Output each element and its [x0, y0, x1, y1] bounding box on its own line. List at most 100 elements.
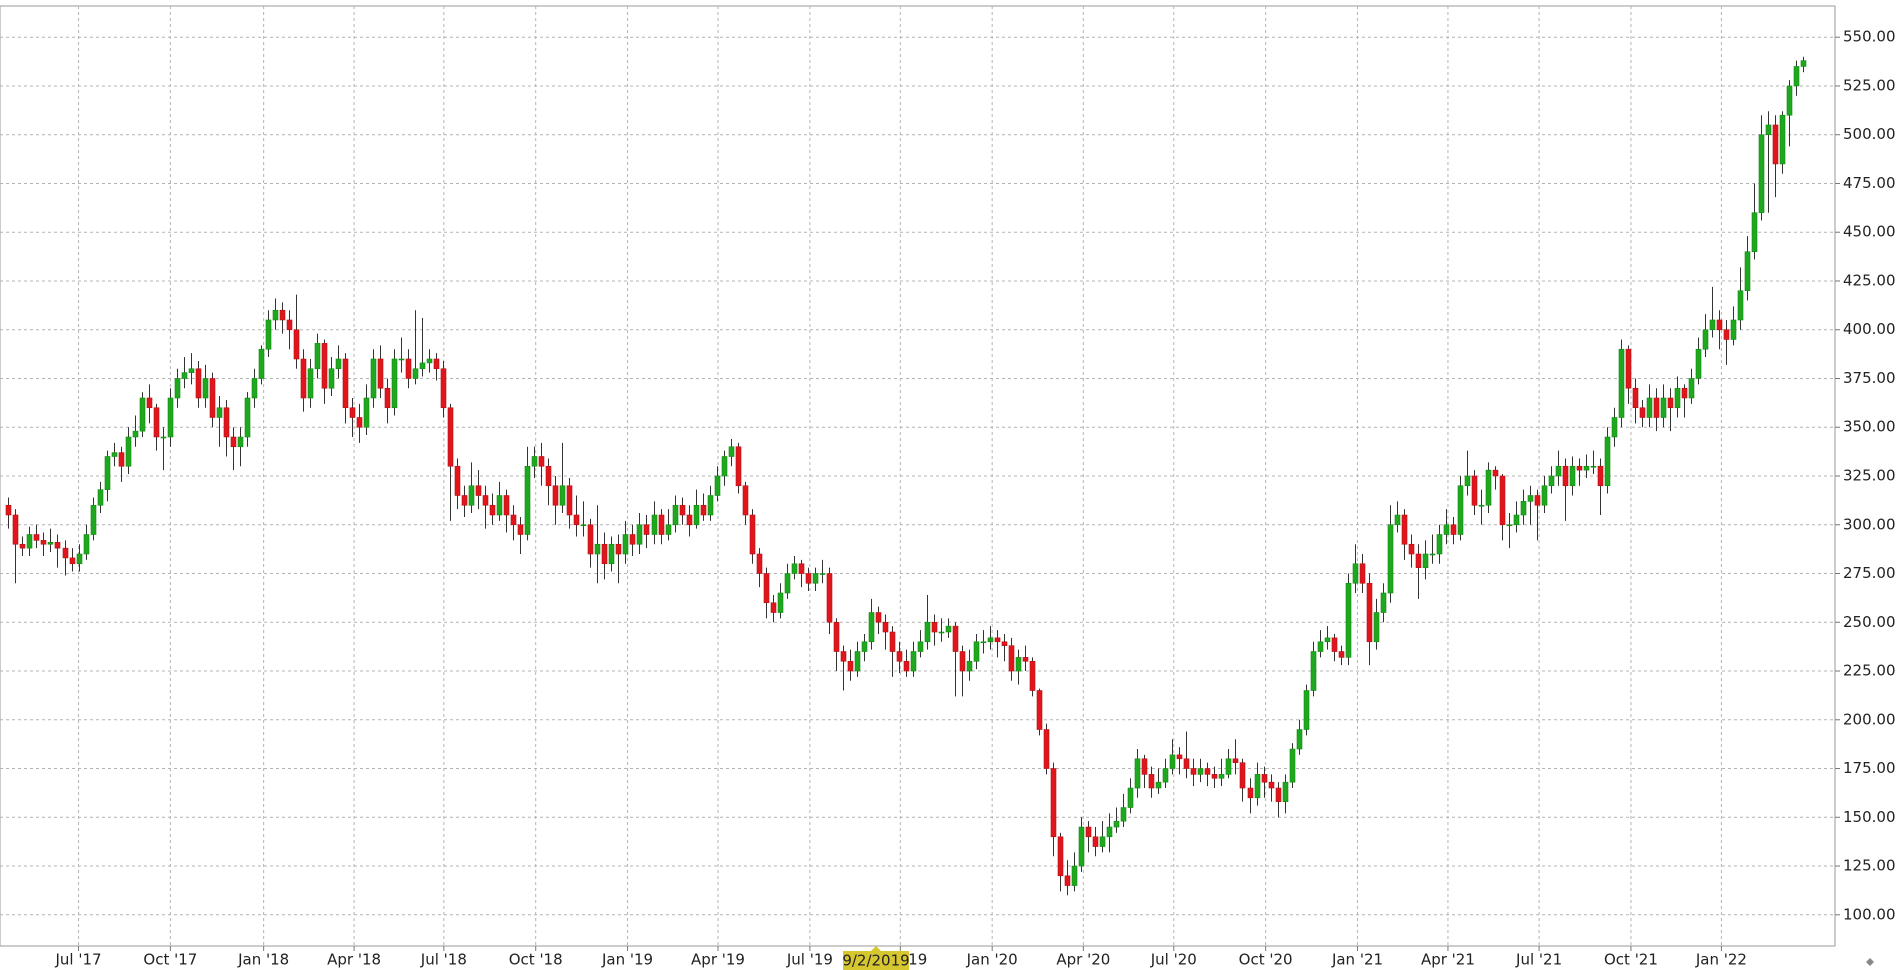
candle-body — [160, 436, 167, 439]
candle-body — [1667, 397, 1674, 409]
candle-body — [861, 641, 868, 652]
candle-body — [587, 524, 594, 555]
candle-body — [188, 368, 195, 373]
candle-body — [812, 573, 819, 584]
candle-body — [538, 456, 545, 467]
plot-area — [0, 5, 1836, 947]
candle-body — [559, 485, 566, 506]
candle-body — [805, 573, 812, 584]
candle-body — [651, 514, 658, 535]
candle-body — [749, 514, 756, 555]
y-tick-label: 250.00 — [1843, 613, 1896, 631]
y-tick-label: 425.00 — [1843, 271, 1896, 289]
candle-body — [721, 456, 728, 477]
candle-body — [1492, 469, 1499, 477]
candle-body — [1008, 645, 1015, 672]
candle-body — [419, 362, 426, 370]
candle-body — [826, 573, 833, 623]
candle-body — [244, 397, 251, 438]
candle-body — [1064, 875, 1071, 886]
candle-body — [1723, 329, 1730, 340]
candle-body — [1127, 787, 1134, 808]
candle-body — [104, 456, 111, 490]
candle-body — [272, 309, 279, 321]
candle-body — [1050, 768, 1057, 838]
candle-body — [1204, 768, 1211, 775]
candle-body — [1085, 826, 1092, 838]
candle-body — [1597, 465, 1604, 487]
candle-body — [728, 446, 735, 457]
candle-body — [629, 534, 636, 545]
candle-body — [784, 573, 791, 594]
candle-body — [454, 465, 461, 496]
candle-body — [959, 651, 966, 672]
candle-body — [468, 485, 475, 506]
candle-body — [265, 319, 272, 350]
candle-body — [286, 319, 293, 331]
candle-body — [1506, 524, 1513, 527]
y-tick-label: 100.00 — [1843, 905, 1896, 923]
candle-body — [819, 573, 826, 575]
x-tick-label: Apr '19 — [691, 951, 745, 969]
candle-body — [952, 625, 959, 652]
candle-body — [167, 397, 174, 438]
candle-body — [636, 524, 643, 545]
candle-body — [363, 397, 370, 428]
candle-body — [475, 485, 482, 496]
candle-body — [279, 309, 286, 321]
candle-body — [251, 378, 258, 399]
candle-body — [672, 504, 679, 526]
candle-body — [1373, 612, 1380, 643]
candle-body — [1758, 134, 1765, 214]
candle-body — [1422, 553, 1429, 568]
crosshair-marker — [871, 946, 881, 951]
candle-body — [482, 495, 489, 506]
x-tick-label: Jul '19 — [786, 951, 833, 969]
candle-body — [26, 534, 33, 549]
candle-body — [1695, 348, 1702, 379]
candle-body — [111, 452, 118, 457]
y-tick-label: 225.00 — [1843, 662, 1896, 680]
candle-body — [1345, 582, 1352, 658]
candle-body — [924, 621, 931, 643]
candle-body — [216, 407, 223, 418]
candle-body — [412, 368, 419, 379]
candle-body — [118, 452, 125, 467]
crosshair-label: 9/2/2019 — [842, 952, 909, 970]
candle-body — [1141, 758, 1148, 775]
candle-body — [1099, 836, 1106, 847]
candle-body — [1261, 774, 1268, 783]
corner-icon — [1866, 958, 1874, 966]
candle-body — [1513, 514, 1520, 526]
x-tick-label: Jul '20 — [1150, 951, 1197, 969]
y-tick-label: 175.00 — [1843, 759, 1896, 777]
candle-body — [1176, 754, 1183, 760]
candle-body — [174, 378, 181, 399]
candle-body — [1541, 485, 1548, 506]
candle-body — [987, 637, 994, 643]
candle-body — [1499, 475, 1506, 526]
candle-body — [1331, 637, 1338, 652]
candle-body — [994, 637, 1001, 643]
candle-body — [1471, 475, 1478, 506]
candle-body — [608, 543, 615, 565]
candle-body — [1716, 319, 1723, 331]
candle-body — [917, 641, 924, 652]
candle-body — [398, 358, 405, 361]
candle-body — [503, 495, 510, 516]
candle-body — [1709, 319, 1716, 331]
candle-body — [1555, 465, 1562, 477]
candle-body — [328, 368, 335, 389]
candle-body — [1688, 378, 1695, 399]
crosshair-label-box — [843, 951, 909, 970]
candle-body — [840, 651, 847, 662]
candle-body — [125, 436, 132, 467]
candle-body — [1162, 768, 1169, 783]
candle-body — [1254, 774, 1261, 799]
y-tick-label: 275.00 — [1843, 564, 1896, 582]
candle-body — [1155, 781, 1162, 789]
candle-body — [1022, 657, 1029, 662]
candle-body — [693, 504, 700, 526]
candle-body — [1317, 641, 1324, 652]
candle-body — [1387, 524, 1394, 594]
